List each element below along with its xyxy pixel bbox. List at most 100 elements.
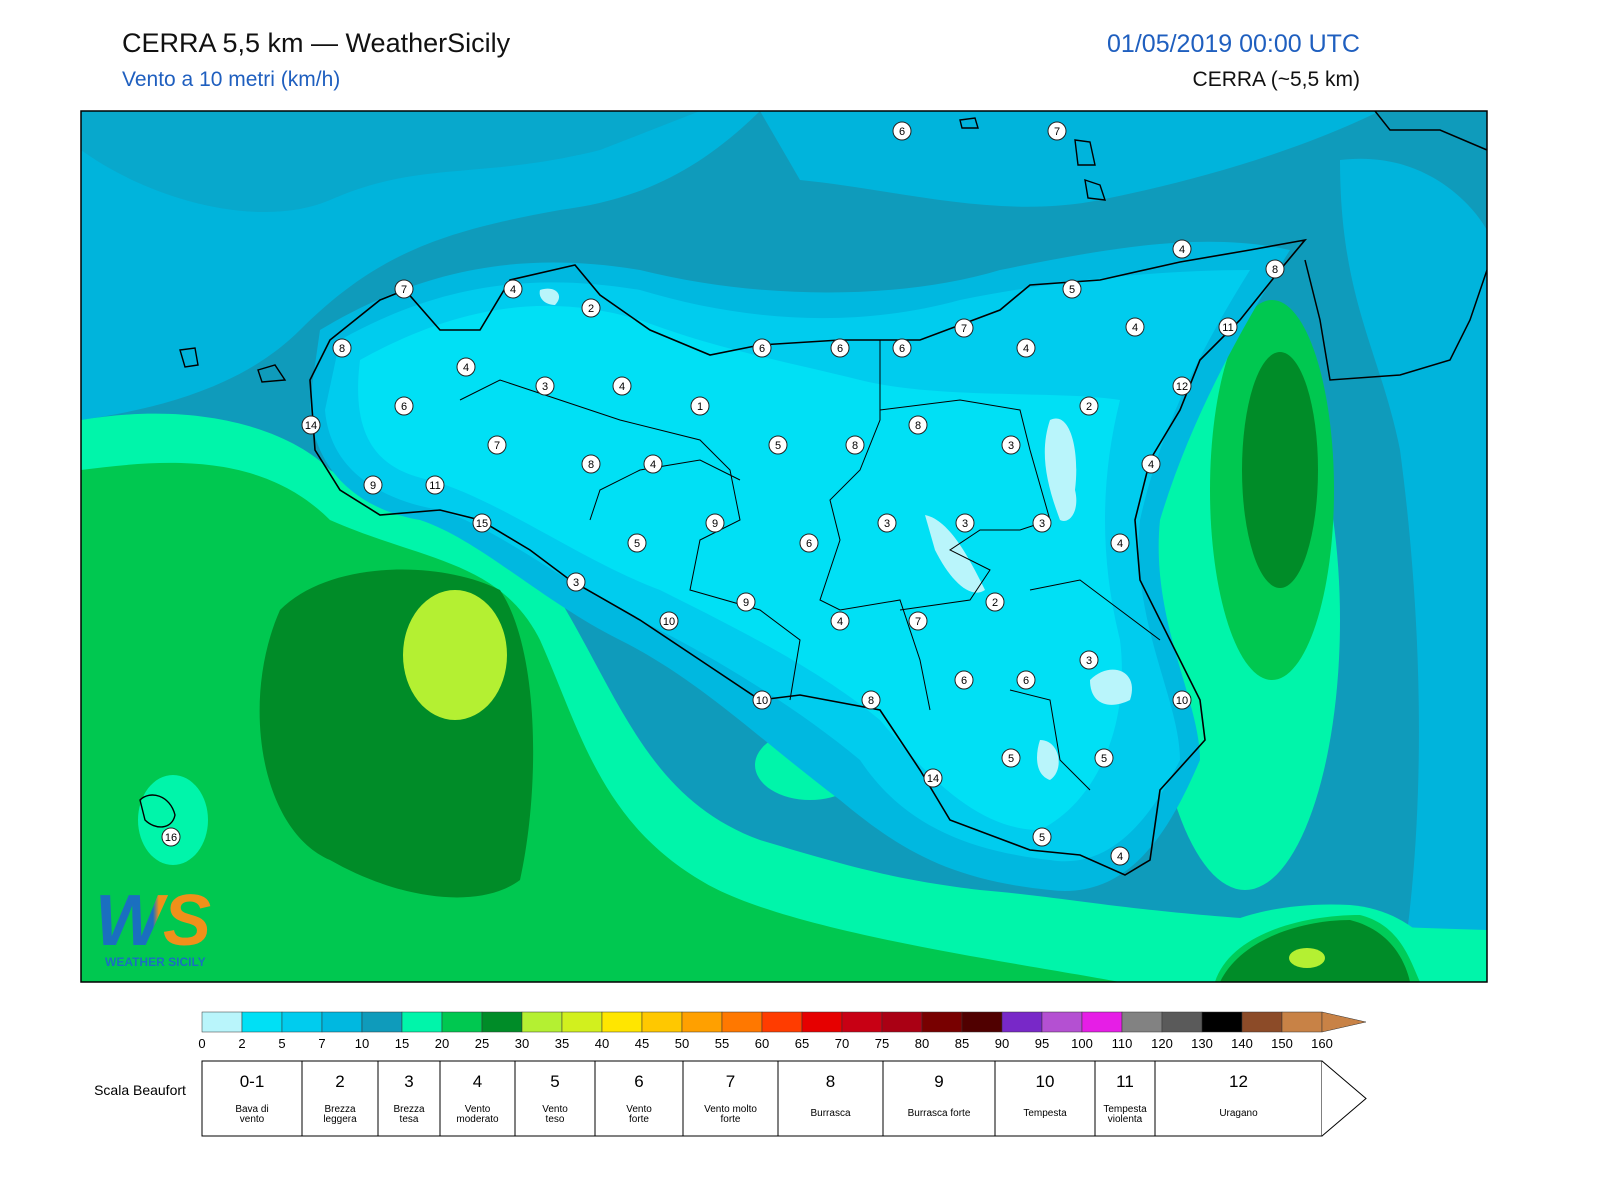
station-value: 8 <box>852 440 858 452</box>
station-marker <box>1094 748 1114 768</box>
color-box <box>561 1011 603 1033</box>
station-value: 4 <box>1117 851 1123 863</box>
beaufort-force: 7 <box>726 1072 735 1091</box>
station-value: 3 <box>542 381 548 393</box>
color-box <box>1081 1011 1123 1033</box>
station: 3 <box>1079 650 1099 670</box>
station-value: 8 <box>868 695 874 707</box>
station-value: 3 <box>1039 518 1045 530</box>
station: 15 <box>472 513 492 533</box>
station: 3 <box>535 376 555 396</box>
station: 3 <box>566 572 586 592</box>
colorbar-tick-label: 95 <box>1035 1036 1049 1051</box>
station-marker <box>394 396 414 416</box>
station: 6 <box>752 338 772 358</box>
color-box <box>1241 1011 1283 1033</box>
station-marker <box>1265 259 1285 279</box>
station-value: 7 <box>401 284 407 296</box>
station-marker <box>1016 670 1036 690</box>
map-frame <box>80 110 1488 983</box>
station-value: 5 <box>775 440 781 452</box>
station-marker <box>1125 317 1145 337</box>
station: 6 <box>394 396 414 416</box>
station: 3 <box>1032 513 1052 533</box>
station: 4 <box>830 611 850 631</box>
beaufort-label: Bava di vento <box>235 1104 268 1125</box>
station-value: 6 <box>1023 675 1029 687</box>
beaufort-arrow <box>1321 1060 1367 1137</box>
station-marker <box>830 611 850 631</box>
station-marker <box>627 533 647 553</box>
station-marker <box>908 611 928 631</box>
station: 5 <box>1001 748 1021 768</box>
station-marker <box>659 611 679 631</box>
beaufort-label: Vento forte <box>626 1104 652 1125</box>
color-box <box>841 1011 883 1033</box>
colorbar-tick-label: 25 <box>475 1036 489 1051</box>
station-value: 4 <box>619 381 625 393</box>
beaufort-cell <box>682 1060 779 1137</box>
station-value: 15 <box>476 518 488 530</box>
station-marker <box>643 454 663 474</box>
beaufort-cell <box>994 1060 1096 1137</box>
station-value: 5 <box>634 538 640 550</box>
station-marker <box>1032 827 1052 847</box>
station-marker <box>908 415 928 435</box>
beaufort-label: Vento moderato <box>456 1104 499 1125</box>
colorbar-tick-label: 40 <box>595 1036 609 1051</box>
colorbar-extend <box>1321 1011 1367 1033</box>
beaufort-label: Vento teso <box>542 1104 568 1125</box>
station: 6 <box>1016 670 1036 690</box>
station-marker <box>456 357 476 377</box>
colorbar-tick-label: 5 <box>278 1036 285 1051</box>
beaufort-force: 4 <box>473 1072 482 1091</box>
colorbar-tick-label: 20 <box>435 1036 449 1051</box>
beaufort-label: Brezza tesa <box>393 1104 425 1125</box>
station: 2 <box>581 298 601 318</box>
station-marker <box>1001 435 1021 455</box>
station-value: 3 <box>962 518 968 530</box>
beaufort-force: 5 <box>550 1072 559 1091</box>
station-value: 2 <box>588 303 594 315</box>
station-marker <box>1079 650 1099 670</box>
station-value: 9 <box>743 597 749 609</box>
station-value: 8 <box>915 420 921 432</box>
station-value: 11 <box>1222 322 1233 334</box>
colorbar-tick-label: 0 <box>198 1036 205 1051</box>
colorbar-tick-label: 55 <box>715 1036 729 1051</box>
color-box <box>281 1011 323 1033</box>
logo-mark: WS <box>95 881 211 961</box>
station: 3 <box>955 513 975 533</box>
station-marker <box>752 338 772 358</box>
station: 5 <box>1032 827 1052 847</box>
station: 6 <box>892 338 912 358</box>
station-value: 14 <box>927 773 939 785</box>
station-marker <box>1079 396 1099 416</box>
colorbar-tick-label: 45 <box>635 1036 649 1051</box>
date: 01/05/2019 00:00 UTC <box>1107 30 1360 58</box>
station-marker <box>877 513 897 533</box>
station-marker <box>1110 533 1130 553</box>
station-marker <box>581 298 601 318</box>
station-marker <box>1110 846 1130 866</box>
station-value: 9 <box>370 480 376 492</box>
color-box <box>641 1011 683 1033</box>
station-marker <box>363 475 383 495</box>
station: 6 <box>830 338 850 358</box>
station-value: 3 <box>1008 440 1014 452</box>
logo: WS WEATHER SICILY <box>95 881 211 969</box>
station-marker <box>830 338 850 358</box>
color-box <box>1041 1011 1083 1033</box>
station-marker <box>394 279 414 299</box>
station-marker <box>923 768 943 788</box>
station: 7 <box>487 435 507 455</box>
station: 4 <box>503 279 523 299</box>
station-value: 4 <box>1148 459 1154 471</box>
colorbar-tick-label: 70 <box>835 1036 849 1051</box>
beaufort-force: 11 <box>1116 1072 1134 1091</box>
station-marker <box>1172 376 1192 396</box>
station: 5 <box>768 435 788 455</box>
beaufort-label: Brezza leggera <box>323 1104 357 1125</box>
color-box <box>321 1011 363 1033</box>
station: 3 <box>877 513 897 533</box>
